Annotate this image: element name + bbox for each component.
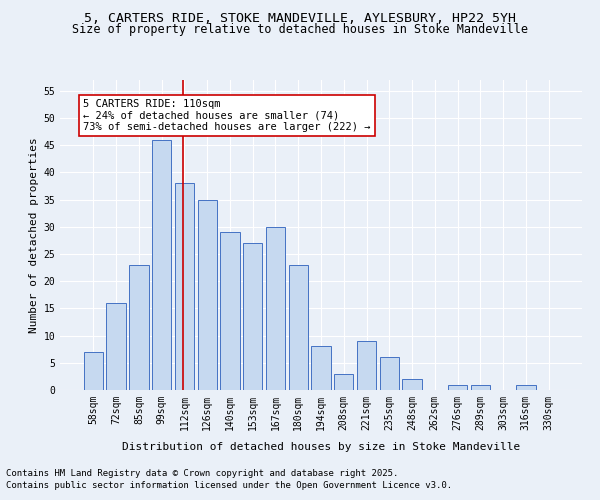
Bar bbox=[106, 303, 126, 390]
Bar bbox=[84, 352, 103, 390]
Bar bbox=[197, 200, 217, 390]
Bar bbox=[403, 379, 422, 390]
Bar bbox=[289, 265, 308, 390]
Bar bbox=[380, 358, 399, 390]
Bar bbox=[175, 184, 194, 390]
Bar bbox=[470, 384, 490, 390]
Bar bbox=[448, 384, 467, 390]
Bar bbox=[129, 265, 149, 390]
Text: 5 CARTERS RIDE: 110sqm
← 24% of detached houses are smaller (74)
73% of semi-det: 5 CARTERS RIDE: 110sqm ← 24% of detached… bbox=[83, 99, 371, 132]
Text: Size of property relative to detached houses in Stoke Mandeville: Size of property relative to detached ho… bbox=[72, 22, 528, 36]
Bar bbox=[516, 384, 536, 390]
Text: Contains public sector information licensed under the Open Government Licence v3: Contains public sector information licen… bbox=[6, 481, 452, 490]
Bar bbox=[266, 227, 285, 390]
Text: Distribution of detached houses by size in Stoke Mandeville: Distribution of detached houses by size … bbox=[122, 442, 520, 452]
Text: Contains HM Land Registry data © Crown copyright and database right 2025.: Contains HM Land Registry data © Crown c… bbox=[6, 468, 398, 477]
Bar bbox=[220, 232, 239, 390]
Text: 5, CARTERS RIDE, STOKE MANDEVILLE, AYLESBURY, HP22 5YH: 5, CARTERS RIDE, STOKE MANDEVILLE, AYLES… bbox=[84, 12, 516, 26]
Bar bbox=[243, 243, 262, 390]
Y-axis label: Number of detached properties: Number of detached properties bbox=[29, 137, 39, 333]
Bar bbox=[152, 140, 172, 390]
Bar bbox=[357, 341, 376, 390]
Bar bbox=[334, 374, 353, 390]
Bar bbox=[311, 346, 331, 390]
